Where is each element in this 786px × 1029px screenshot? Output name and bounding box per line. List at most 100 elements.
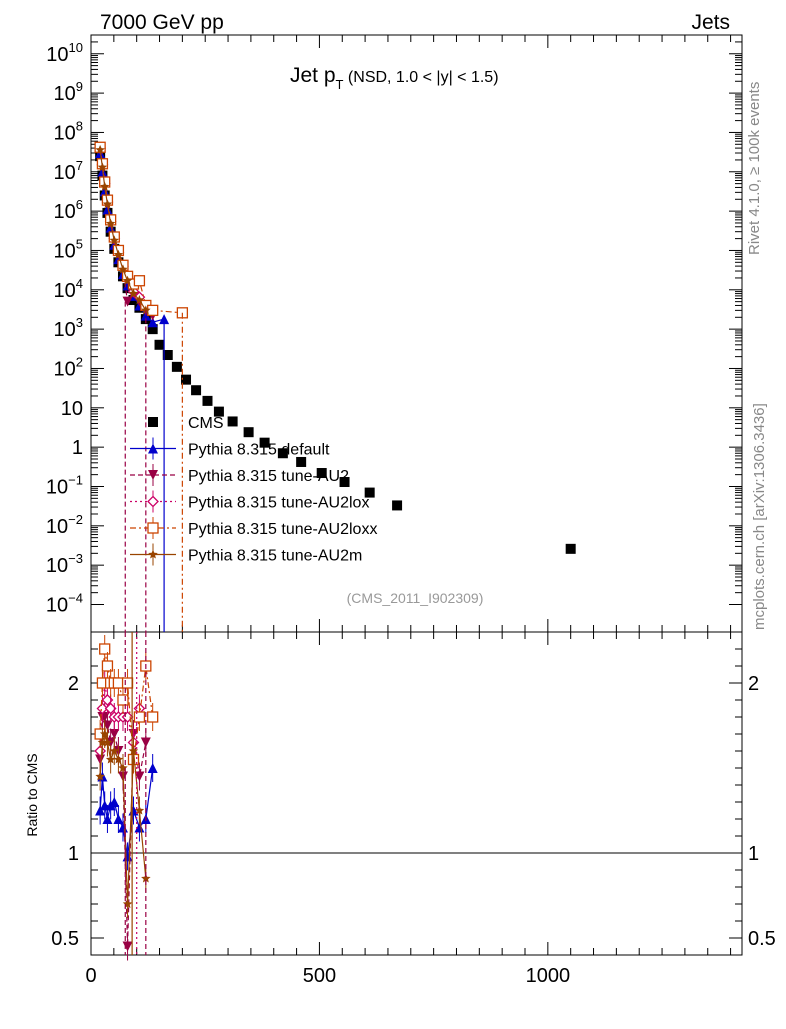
legend-entry: CMS — [148, 415, 224, 432]
data-point — [128, 288, 139, 298]
data-point — [133, 275, 146, 287]
y-tick-mantissa: 10 — [46, 44, 68, 66]
y-tick-label: 1 — [72, 437, 83, 459]
legend-label: Pythia 8.315 default — [188, 442, 330, 459]
main-ticks: 101010910810710610510410310210110−110−21… — [46, 34, 742, 987]
data-point — [147, 304, 159, 317]
y-tick-mantissa: 10 — [54, 240, 76, 262]
y-tick-mantissa: 10 — [54, 280, 76, 302]
mcplots-label: mcplots.cern.ch [arXiv:1306.3436] — [751, 403, 768, 630]
legend-label: Pythia 8.315 tune-AU2 — [188, 468, 349, 485]
analysis-id: (CMS_2011_I902309) — [347, 590, 484, 606]
ratio-data-point — [133, 711, 146, 723]
ratio-ticks: 0.5 0.5 1 1 2 2 — [51, 648, 776, 950]
legend-label: Pythia 8.315 tune-AU2m — [188, 548, 362, 565]
data-point — [392, 500, 403, 511]
y-tick-exponent: −1 — [68, 472, 83, 487]
y-tick-exponent: 4 — [76, 276, 83, 291]
data-point — [105, 218, 116, 228]
legend-entry: Pythia 8.315 tune-AU2loxx — [130, 517, 377, 539]
data-point — [154, 339, 165, 350]
legend-label: Pythia 8.315 tune-AU2lox — [188, 495, 369, 512]
y-tick-mantissa: 10 — [54, 162, 76, 184]
rivet-label: Rivet 4.1.0, ≥ 100k events — [746, 82, 763, 255]
y-tick-mantissa: 1 — [72, 437, 83, 459]
y-tick-label: 108 — [54, 118, 83, 144]
data-point — [99, 181, 110, 191]
y-tick-label: 104 — [54, 276, 83, 302]
y-tick-exponent: 7 — [76, 158, 83, 173]
data-point — [99, 186, 110, 197]
y-tick-mantissa: 10 — [46, 555, 68, 577]
ratio-series-pythia-8-315-tune-au2loxx — [94, 635, 159, 774]
legend-label: CMS — [188, 415, 224, 432]
ratio-y-tick-label-right: 0.5 — [748, 928, 776, 950]
ratio-data-point — [96, 702, 109, 715]
y-tick-mantissa: 10 — [54, 122, 76, 144]
y-tick-label: 106 — [54, 197, 83, 223]
y-tick-mantissa: 10 — [54, 358, 76, 380]
main-title: Jet pT (NSD, 1.0 < |y| < 1.5) — [290, 64, 499, 92]
data-point — [134, 295, 145, 305]
y-tick-label: 103 — [54, 315, 83, 341]
data-point — [181, 374, 192, 385]
y-tick-label: 10 — [61, 398, 83, 420]
data-point — [162, 350, 173, 361]
legend-marker — [148, 470, 158, 480]
ratio-y-tick-label-right: 1 — [748, 843, 759, 865]
legend-entry: Pythia 8.315 tune-AU2m — [130, 543, 362, 566]
x-tick-label: 1000 — [526, 965, 571, 987]
data-point — [147, 324, 158, 335]
y-tick-label: 10−3 — [46, 551, 83, 577]
data-point — [213, 406, 224, 417]
y-tick-mantissa: 10 — [61, 398, 83, 420]
y-tick-label: 107 — [54, 158, 83, 184]
legend-marker — [148, 549, 158, 559]
ratio-data-point — [141, 873, 151, 883]
data-point — [364, 487, 375, 498]
ratio-data-point — [102, 814, 113, 824]
ratio-data-point — [147, 763, 158, 773]
y-tick-exponent: 3 — [76, 315, 83, 330]
ratio-data-point — [113, 814, 124, 824]
y-tick-mantissa: 10 — [54, 319, 76, 341]
main-points — [94, 141, 576, 632]
series-pythia-8-315-tune-au2m — [95, 144, 151, 315]
data-point — [141, 305, 151, 315]
data-point — [122, 296, 133, 307]
data-point — [109, 235, 120, 245]
data-point — [202, 395, 213, 406]
ratio-data-point — [99, 643, 111, 655]
data-point — [95, 144, 105, 154]
y-tick-exponent: 5 — [76, 236, 83, 251]
ratio-data-point — [147, 711, 159, 723]
legend-marker — [147, 495, 159, 508]
x-tick-label: 0 — [85, 965, 96, 987]
legend: CMS Pythia 8.315 default Pythia 8.315 tune… — [130, 415, 377, 566]
ratio-series-line — [99, 767, 154, 857]
data-point — [147, 317, 158, 328]
y-tick-exponent: −3 — [68, 551, 83, 566]
ratio-data-point — [122, 941, 133, 952]
y-tick-exponent: 6 — [76, 197, 83, 212]
y-tick-exponent: −4 — [68, 591, 83, 606]
ratio-data-point — [95, 805, 106, 816]
y-tick-mantissa: 10 — [54, 201, 76, 223]
y-tick-exponent: 9 — [76, 79, 83, 94]
ratio-y-tick-label: 2 — [68, 673, 79, 695]
y-tick-mantissa: 10 — [46, 476, 68, 498]
y-tick-exponent: 2 — [76, 354, 83, 369]
data-point — [259, 437, 270, 448]
ratio-data-point — [101, 660, 114, 672]
x-tick-label: 500 — [303, 965, 336, 987]
ratio-data-point — [109, 729, 120, 739]
header-left: 7000 GeV pp — [100, 11, 224, 34]
ratio-data-point — [105, 754, 116, 764]
data-point — [296, 456, 307, 467]
ratio-series-line — [99, 682, 141, 752]
data-point — [316, 468, 327, 479]
header-right: Jets — [691, 11, 730, 34]
data-point — [243, 427, 254, 438]
